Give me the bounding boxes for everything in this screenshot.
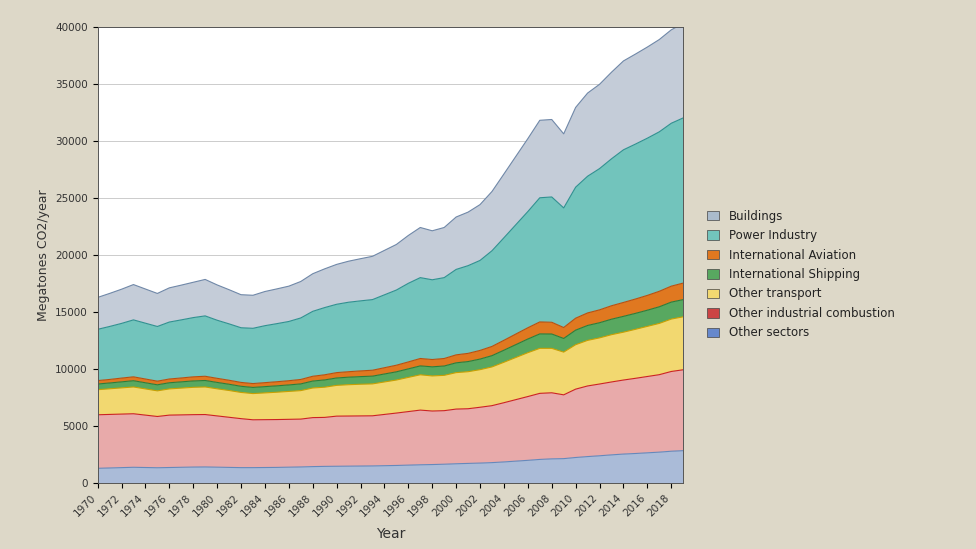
Legend: Buildings, Power Industry, International Aviation, International Shipping, Other: Buildings, Power Industry, International… — [704, 206, 898, 343]
Y-axis label: Megatones CO2/year: Megatones CO2/year — [36, 189, 50, 321]
X-axis label: Year: Year — [376, 527, 405, 541]
